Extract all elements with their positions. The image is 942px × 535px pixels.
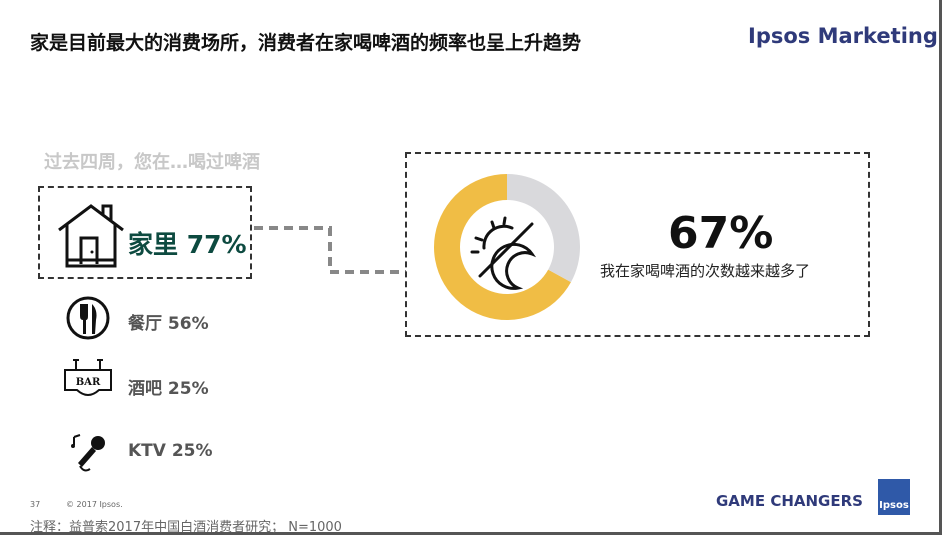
location-ktv: KTV 25% [128,441,213,461]
day-night-icon [470,216,537,290]
location-restaurant: 餐厅 56% [128,314,209,334]
bar-sign-icon: BAR [64,359,112,396]
copyright: © 2017 Ipsos. [66,500,123,509]
question-text: 过去四周，您在…喝过啤酒 [44,152,260,173]
highlight-percent: 67% [668,208,774,259]
home-highlight-box [38,186,252,279]
house-icon [58,204,124,268]
microphone-icon [71,434,105,472]
location-home: 家里 77% [128,230,247,259]
brand-name: Ipsos Marketing [748,24,938,48]
donut-remaining-segment [507,174,580,283]
footnote: 注释：益普索2017年中国白酒消费者研究； N=1000 [30,520,342,535]
highlight-description: 我在家喝啤酒的次数越来越多了 [600,262,811,280]
connector-line [254,226,406,274]
page-number: 37 [30,500,41,509]
donut-filled-segment [434,174,571,320]
slide-title: 家是目前最大的消费场所，消费者在家喝啤酒的频率也呈上升趋势 [30,32,582,54]
tagline: GAME CHANGERS [716,492,863,510]
location-bar: 酒吧 25% [128,379,209,399]
logo-text: Ipsos [879,500,909,511]
trend-highlight-box [405,152,870,337]
svg-text:BAR: BAR [76,377,101,388]
ipsos-logo: Ipsos [878,479,910,515]
fork-knife-icon [66,296,110,340]
donut-chart [434,174,580,320]
